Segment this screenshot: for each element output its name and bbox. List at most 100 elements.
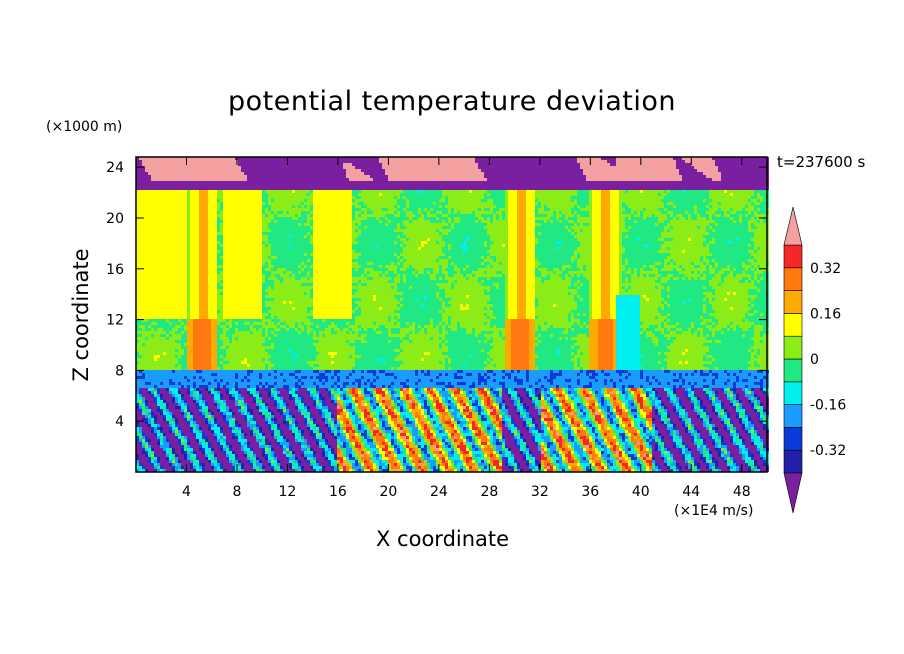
field-cell [316, 157, 319, 160]
field-cell [163, 199, 166, 202]
field-cell [355, 157, 358, 160]
field-cell [649, 175, 652, 178]
field-cell [451, 175, 454, 178]
field-cell [397, 199, 400, 202]
field-cell [298, 202, 301, 205]
field-cell [643, 172, 646, 175]
field-cell [211, 202, 214, 205]
field-cell [418, 211, 421, 214]
field-cell [166, 187, 169, 190]
field-cell [610, 157, 613, 160]
field-cell [661, 166, 664, 169]
field-cell [184, 169, 187, 172]
field-cell [148, 196, 151, 199]
field-cell [193, 157, 196, 160]
field-cell [244, 196, 247, 199]
field-cell [601, 193, 604, 196]
field-cell [634, 193, 637, 196]
field-cell [559, 166, 562, 169]
field-cell [241, 163, 244, 166]
field-cell [580, 220, 583, 223]
field-cell [223, 193, 226, 196]
field-cell [325, 160, 328, 163]
field-cell [451, 208, 454, 211]
field-cell [370, 190, 373, 193]
field-cell [568, 205, 571, 208]
field-cell [673, 160, 676, 163]
field-cell [439, 163, 442, 166]
field-cell [373, 217, 376, 220]
field-cell [505, 226, 508, 229]
field-cell [340, 169, 343, 172]
field-cell [388, 217, 391, 220]
field-cell [418, 190, 421, 193]
field-cell [607, 211, 610, 214]
field-cell [679, 211, 682, 214]
field-cell [283, 187, 286, 190]
field-cell [418, 166, 421, 169]
field-cell [730, 178, 733, 181]
field-cell [211, 214, 214, 217]
field-cell [556, 184, 559, 187]
field-cell [478, 181, 481, 184]
field-cell [733, 160, 736, 163]
field-cell [763, 178, 766, 181]
field-cell [364, 205, 367, 208]
field-cell [445, 169, 448, 172]
field-cell [463, 172, 466, 175]
field-cell [475, 196, 478, 199]
field-cell [409, 211, 412, 214]
field-cell [742, 187, 745, 190]
field-cell [700, 160, 703, 163]
field-cell [589, 199, 592, 202]
field-cell [523, 160, 526, 163]
field-cell [265, 217, 268, 220]
field-cell [373, 166, 376, 169]
field-cell [292, 196, 295, 199]
field-cell [166, 166, 169, 169]
field-cell [427, 205, 430, 208]
field-cell [316, 190, 319, 193]
field-cell [691, 205, 694, 208]
field-cell [706, 214, 709, 217]
field-cell [157, 202, 160, 205]
field-cell [421, 175, 424, 178]
field-cell [280, 160, 283, 163]
field-cell [451, 190, 454, 193]
field-cell [679, 187, 682, 190]
field-cell [391, 208, 394, 211]
field-cell [664, 184, 667, 187]
field-cell [340, 172, 343, 175]
field-cell [274, 226, 277, 229]
field-cell [268, 220, 271, 223]
field-cell [625, 163, 628, 166]
field-cell [352, 160, 355, 163]
field-cell [157, 208, 160, 211]
field-cell [478, 166, 481, 169]
field-cell [649, 160, 652, 163]
field-cell [154, 166, 157, 169]
field-cell [703, 193, 706, 196]
field-cell [730, 181, 733, 184]
field-cell [682, 205, 685, 208]
field-cell [346, 226, 349, 229]
field-cell [595, 217, 598, 220]
field-cell [517, 196, 520, 199]
field-cell [670, 220, 673, 223]
field-cell [226, 220, 229, 223]
field-cell [727, 202, 730, 205]
field-cell [487, 223, 490, 226]
field-cell [256, 157, 259, 160]
field-cell [673, 166, 676, 169]
field-cell [343, 160, 346, 163]
field-cell [508, 196, 511, 199]
field-cell [754, 178, 757, 181]
field-cell [274, 220, 277, 223]
field-cell [649, 205, 652, 208]
field-cell [157, 214, 160, 217]
field-cell [688, 190, 691, 193]
field-cell [511, 214, 514, 217]
field-cell [205, 226, 208, 229]
field-cell [736, 157, 739, 160]
field-cell [547, 187, 550, 190]
